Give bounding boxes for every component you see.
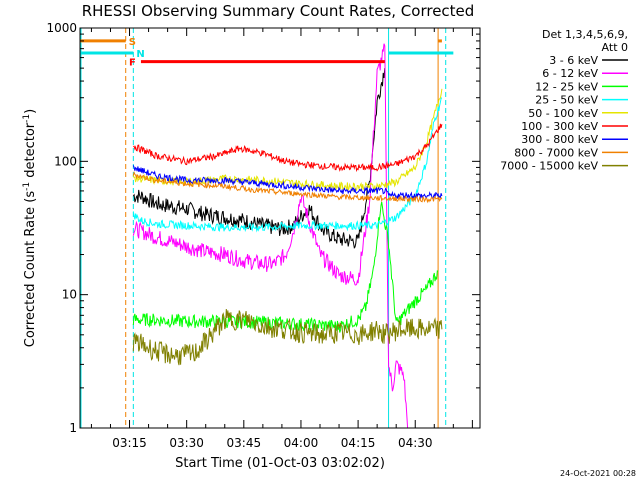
- series-layer: [80, 28, 447, 428]
- series-line: [132, 97, 443, 233]
- flag-label: N: [136, 49, 144, 60]
- legend-header: Att 0: [602, 41, 628, 54]
- y-axis-label-sup1: -1: [22, 182, 32, 191]
- plot-frame: [79, 27, 481, 429]
- legend-entry-label: 300 - 800 keV: [521, 133, 598, 146]
- x-tick-label: 03:15: [112, 436, 147, 450]
- x-tick-label: 04:30: [398, 436, 433, 450]
- y-axis: 1 10 100 1000: [46, 21, 480, 435]
- x-tick-label: 04:00: [284, 436, 319, 450]
- chart-title: RHESSI Observing Summary Count Rates, Co…: [82, 2, 475, 20]
- flag-label: F: [129, 58, 136, 69]
- y-axis-label: Corrected Count Rate (s-1 detector-1): [22, 109, 38, 347]
- flag-label: S: [129, 37, 136, 48]
- x-tick-label: 03:30: [169, 436, 204, 450]
- x-axis-label: Start Time (01-Oct-03 03:02:02): [175, 456, 385, 471]
- series-line: [132, 308, 443, 366]
- legend-entry-label: 50 - 100 keV: [528, 107, 598, 120]
- y-axis-label-end: ): [23, 109, 38, 114]
- y-axis-label-sup2: -1: [22, 114, 32, 123]
- series-line: [132, 201, 439, 333]
- x-tick-label: 03:45: [227, 436, 262, 450]
- legend-entry-label: 25 - 50 keV: [535, 94, 598, 107]
- legend-header: Det 1,3,4,5,6,9,: [542, 28, 628, 41]
- y-axis-label-mid: detector: [23, 122, 38, 182]
- y-axis-label-main: Corrected Count Rate (s: [23, 191, 38, 348]
- legend-entry-label: 3 - 6 keV: [549, 54, 598, 67]
- legend-entry-label: 100 - 300 keV: [521, 120, 598, 133]
- y-tick-label: 1: [69, 421, 77, 435]
- legend-entry-label: 12 - 25 keV: [535, 80, 598, 93]
- y-tick-label: 100: [54, 154, 77, 168]
- series-line: [132, 170, 443, 204]
- legend-entry-label: 7000 - 15000 keV: [500, 160, 598, 173]
- legend-entry-label: 6 - 12 keV: [542, 67, 598, 80]
- series-line: [133, 123, 443, 173]
- y-tick-label: 10: [62, 288, 77, 302]
- flags-layer: SNF: [80, 37, 454, 69]
- series-line: [132, 43, 409, 428]
- series-line: [132, 165, 443, 201]
- footer-timestamp: 24-Oct-2021 00:28: [560, 469, 636, 478]
- x-axis: 03:15 03:30 03:45 04:00 04:15 04:30: [90, 28, 473, 450]
- x-tick-label: 04:15: [341, 436, 376, 450]
- legend-entry-label: 800 - 7000 keV: [514, 146, 598, 159]
- y-tick-label: 1000: [46, 21, 77, 35]
- series-line: [132, 68, 386, 249]
